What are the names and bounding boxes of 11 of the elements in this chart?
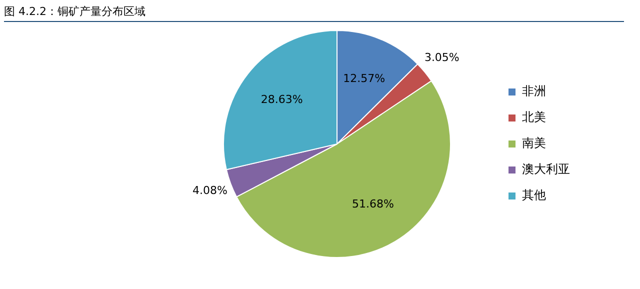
legend-label: 非洲: [522, 84, 546, 98]
text: 图 4.2.2：铜矿产量分布区域: [4, 4, 624, 22]
legend-label: 南美: [522, 136, 546, 150]
legend-label: 澳大利亚: [522, 162, 570, 176]
data-label: 51.68%: [352, 197, 394, 210]
data-label: 3.05%: [424, 51, 460, 64]
data-label: 28.63%: [260, 93, 303, 106]
data-label: 12.57%: [343, 72, 386, 85]
legend-label: 北美: [522, 110, 546, 124]
data-label: 4.08%: [192, 184, 228, 198]
legend-label: 其他: [522, 188, 546, 202]
